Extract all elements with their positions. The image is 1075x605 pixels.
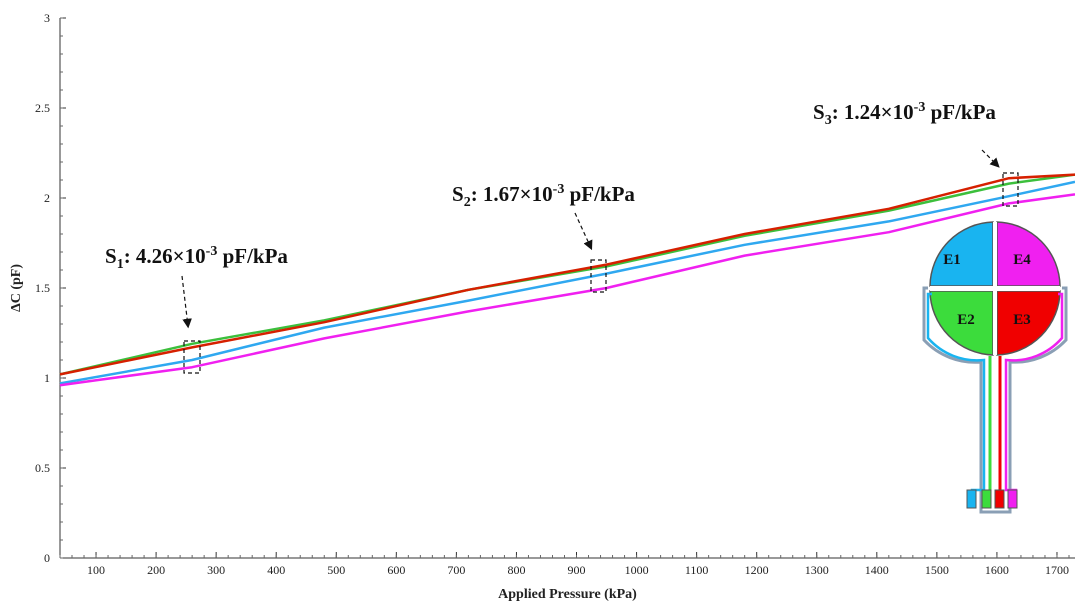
annotation-unit: pF/kPa <box>564 182 635 206</box>
dashed-box <box>1002 172 1019 207</box>
y-tick-label: 2.5 <box>35 101 50 115</box>
x-tick-label: 700 <box>447 563 465 577</box>
x-tick-label: 1500 <box>925 563 949 577</box>
arrow <box>181 275 192 329</box>
series-line <box>59 180 1075 385</box>
x-tick-label: 1100 <box>685 563 709 577</box>
x-tick-label: 200 <box>147 563 165 577</box>
annotation-subscript: 2 <box>464 195 471 210</box>
annotation-superscript: -3 <box>206 244 218 259</box>
y-tick-label: 0 <box>44 551 50 565</box>
x-tick-label: 500 <box>327 563 345 577</box>
x-tick-label: 900 <box>568 563 586 577</box>
annotation: S1: 4.26×10-3 pF/kPa <box>105 244 288 272</box>
x-tick-label: 600 <box>387 563 405 577</box>
annotation-text: : 4.26×10 <box>124 244 206 268</box>
x-tick-label: 1600 <box>985 563 1009 577</box>
annotation-text: : 1.67×10 <box>471 182 553 206</box>
annotation-subscript: 3 <box>825 113 832 128</box>
x-axis-title: Applied Pressure (kPa) <box>498 587 637 602</box>
dashed-box <box>183 340 201 374</box>
y-tick-label: 1 <box>44 371 50 385</box>
x-tick-label: 1200 <box>745 563 769 577</box>
plot: 0 0.5 1 1.5 2 2.5 3 100 200 300 400 500 600 700 800 900… <box>9 11 1075 602</box>
annotation-subscript: 1 <box>117 257 124 272</box>
annotation-unit: pF/kPa <box>217 244 288 268</box>
x-tick-label: 1700 <box>1045 563 1069 577</box>
x-tick-label: 1400 <box>865 563 889 577</box>
x-tick-label: 1300 <box>805 563 829 577</box>
sensor-inset: E1 E4 E2 E3 <box>922 221 1068 514</box>
annotation-symbol: S <box>452 182 464 206</box>
x-tick-label: 400 <box>267 563 285 577</box>
annotation: S2: 1.67×10-3 pF/kPa <box>452 182 635 210</box>
annotation-superscript: -3 <box>553 182 565 197</box>
inset-label: E3 <box>1013 312 1031 328</box>
arrow <box>574 212 593 251</box>
dashed-box <box>590 259 607 293</box>
annotation-text: : 1.24×10 <box>832 100 914 124</box>
annotation: S3: 1.24×10-3 pF/kPa <box>813 100 996 128</box>
annotation-symbol: S <box>105 244 117 268</box>
annotation-unit: pF/kPa <box>925 100 996 124</box>
y-tick-label: 0.5 <box>35 461 50 475</box>
inset-label: E2 <box>957 312 975 328</box>
x-tick-label: 100 <box>87 563 105 577</box>
annotation-superscript: -3 <box>914 100 926 115</box>
y-tick-label: 1.5 <box>35 281 50 295</box>
x-tick-label: 800 <box>507 563 525 577</box>
series-line <box>59 173 1075 376</box>
x-tick-label: 300 <box>207 563 225 577</box>
inset-label: E1 <box>943 252 961 268</box>
y-tick-label: 2 <box>44 191 50 205</box>
annotation-symbol: S <box>813 100 825 124</box>
y-tick-label: 3 <box>44 11 50 25</box>
inset-label: E4 <box>1013 252 1031 268</box>
annotation-markers <box>181 149 1019 374</box>
arrow <box>981 149 1000 168</box>
y-axis-title: ΔC (pF) <box>9 264 24 312</box>
x-tick-label: 1000 <box>625 563 649 577</box>
